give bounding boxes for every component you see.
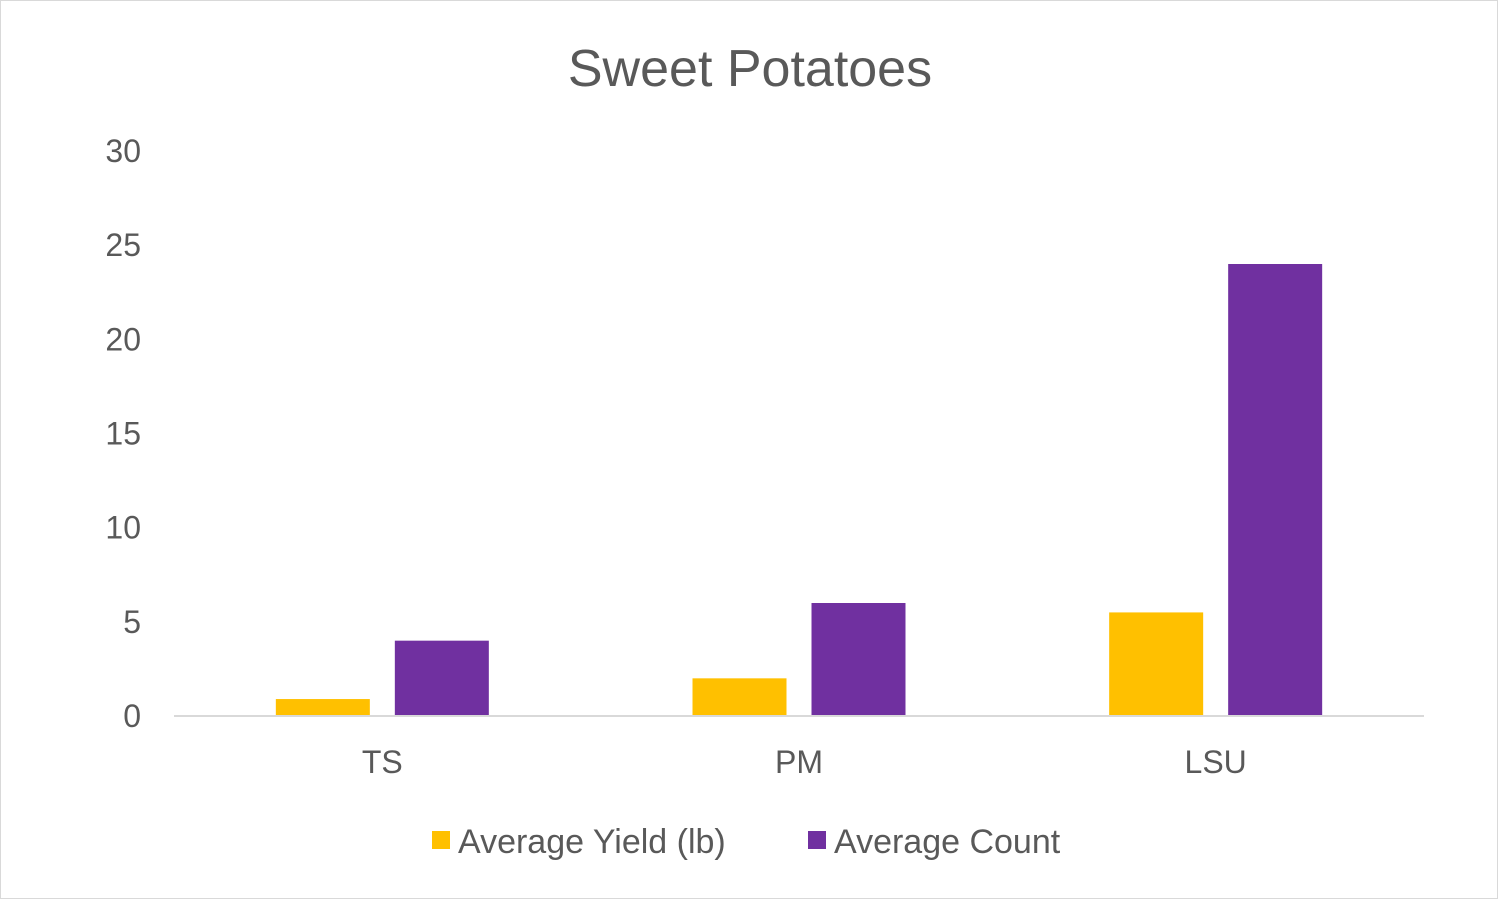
y-tick-label: 0 xyxy=(123,698,141,734)
y-tick-label: 25 xyxy=(105,227,141,263)
y-axis-ticks: 0 5 10 15 20 25 30 xyxy=(105,133,141,734)
x-category-label: TS xyxy=(362,744,403,780)
bar-pm-count xyxy=(811,603,906,716)
y-tick-label: 20 xyxy=(105,321,141,357)
bar-lsu-yield xyxy=(1109,612,1204,716)
chart-title: Sweet Potatoes xyxy=(568,40,932,98)
legend-swatch xyxy=(432,831,450,849)
y-tick-label: 5 xyxy=(123,604,141,640)
legend-label: Average Yield (lb) xyxy=(458,823,726,861)
y-tick-label: 10 xyxy=(105,510,141,546)
legend-swatch xyxy=(808,831,826,849)
legend-label: Average Count xyxy=(834,823,1061,861)
bar-ts-count xyxy=(394,640,489,716)
x-category-label: LSU xyxy=(1185,744,1247,780)
y-tick-label: 30 xyxy=(105,133,141,169)
bar-pm-yield xyxy=(692,678,787,716)
x-axis-categories: TS PM LSU xyxy=(362,744,1247,780)
bar-ts-yield xyxy=(275,699,370,716)
x-category-label: PM xyxy=(775,744,823,780)
bar-lsu-count xyxy=(1228,264,1323,716)
legend: Average Yield (lb) Average Count xyxy=(432,823,1061,861)
y-tick-label: 15 xyxy=(105,416,141,452)
bars xyxy=(275,264,1323,716)
